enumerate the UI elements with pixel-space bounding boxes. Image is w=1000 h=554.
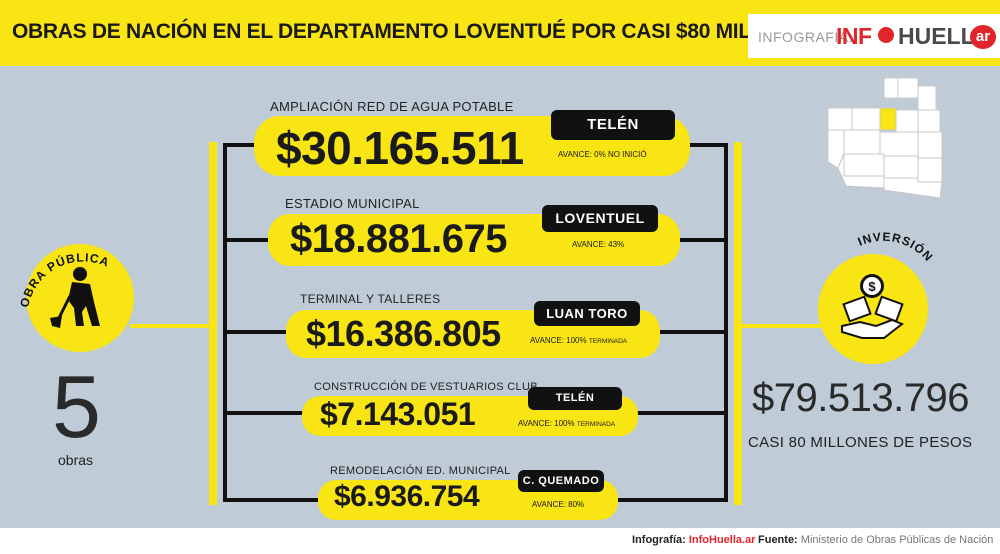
la-pampa-map-icon [827, 77, 943, 199]
svg-text:$: $ [868, 279, 876, 294]
footer-credit-label: Infografía: [632, 534, 686, 546]
money-hand-icon: $ [841, 274, 904, 339]
footer-source-label: Fuente: [758, 534, 798, 546]
project-progress: AVANCE: 43% [572, 240, 624, 249]
project-amount: $30.165.511 [276, 122, 524, 174]
page-title: OBRAS DE NACIÓN EN EL DEPARTAMENTO LOVEN… [12, 20, 822, 43]
project-location: TELÉN [551, 110, 675, 140]
project-progress-value: AVANCE: 0% NO INICIÓ [558, 150, 647, 159]
works-count: 5 [52, 357, 101, 456]
footer-bar: Infografía: InfoHuella.ar Fuente: Minist… [0, 528, 1000, 554]
project-title: AMPLIACIÓN RED DE AGUA POTABLE [270, 99, 514, 114]
svg-text:INVERSIÓN: INVERSIÓN [856, 230, 936, 265]
project-title: REMODELACIÓN ED. MUNICIPAL [330, 465, 511, 477]
badge-label-inversion: INVERSIÓN [856, 230, 936, 265]
project-amount: $18.881.675 [290, 217, 507, 261]
logo-prefix: INFOGRAFIA: [758, 29, 853, 45]
project-progress: AVANCE: 80% [532, 500, 584, 509]
project-location: C. QUEMADO [518, 470, 604, 492]
footer-credit: Infografía: InfoHuella.ar [632, 534, 755, 546]
project-progress: AVANCE: 0% NO INICIÓ [558, 150, 647, 159]
project-progress: AVANCE: 100% TERMINADA [518, 419, 615, 428]
project-location: LOVENTUEL [542, 205, 658, 232]
footer-source: Fuente: Ministerio de Obras Públicas de … [758, 534, 993, 546]
project-amount: $7.143.051 [320, 396, 476, 432]
badge-label-obra-publica: OBRA PÚBLICA [17, 250, 111, 308]
project-progress-value: AVANCE: 43% [572, 240, 625, 249]
project-amount: $6.936.754 [334, 480, 480, 513]
total-investment-caption: CASI 80 MILLONES DE PESOS [748, 434, 973, 451]
brand-logo: INFOGRAFIA: INF HUELLA ar [748, 14, 1000, 58]
footer-credit-brand: InfoHuella.ar [688, 534, 756, 546]
project-amount: $16.386.805 [306, 313, 501, 354]
project-progress-note: TERMINADA [576, 421, 616, 428]
project-progress-value: AVANCE: 80% [532, 500, 585, 509]
logo-fingerprint-icon [878, 27, 894, 43]
project-progress: AVANCE: 100% TERMINADA [530, 336, 627, 345]
project-title: TERMINAL Y TALLERES [300, 292, 441, 306]
logo-ar-badge: ar [970, 25, 996, 49]
logo-info-text: INF [836, 23, 872, 49]
worker-shovel-icon [50, 267, 100, 328]
header-bar: OBRAS DE NACIÓN EN EL DEPARTAMENTO LOVEN… [0, 0, 1000, 66]
works-count-label: obras [58, 452, 94, 468]
project-progress-value: AVANCE: 100% [530, 336, 587, 345]
project-progress-note: TERMINADA [588, 338, 628, 345]
footer-source-text: Ministerio de Obras Públicas de Nación [800, 534, 994, 546]
total-investment: $79.513.796 [752, 376, 969, 420]
project-title: ESTADIO MUNICIPAL [285, 196, 420, 211]
project-title: CONSTRUCCIÓN DE VESTUARIOS CLUB [314, 381, 538, 393]
project-location: TELÉN [528, 387, 622, 410]
project-location: LUAN TORO [534, 301, 640, 326]
project-progress-value: AVANCE: 100% [518, 419, 575, 428]
inversion-badge [818, 254, 928, 364]
